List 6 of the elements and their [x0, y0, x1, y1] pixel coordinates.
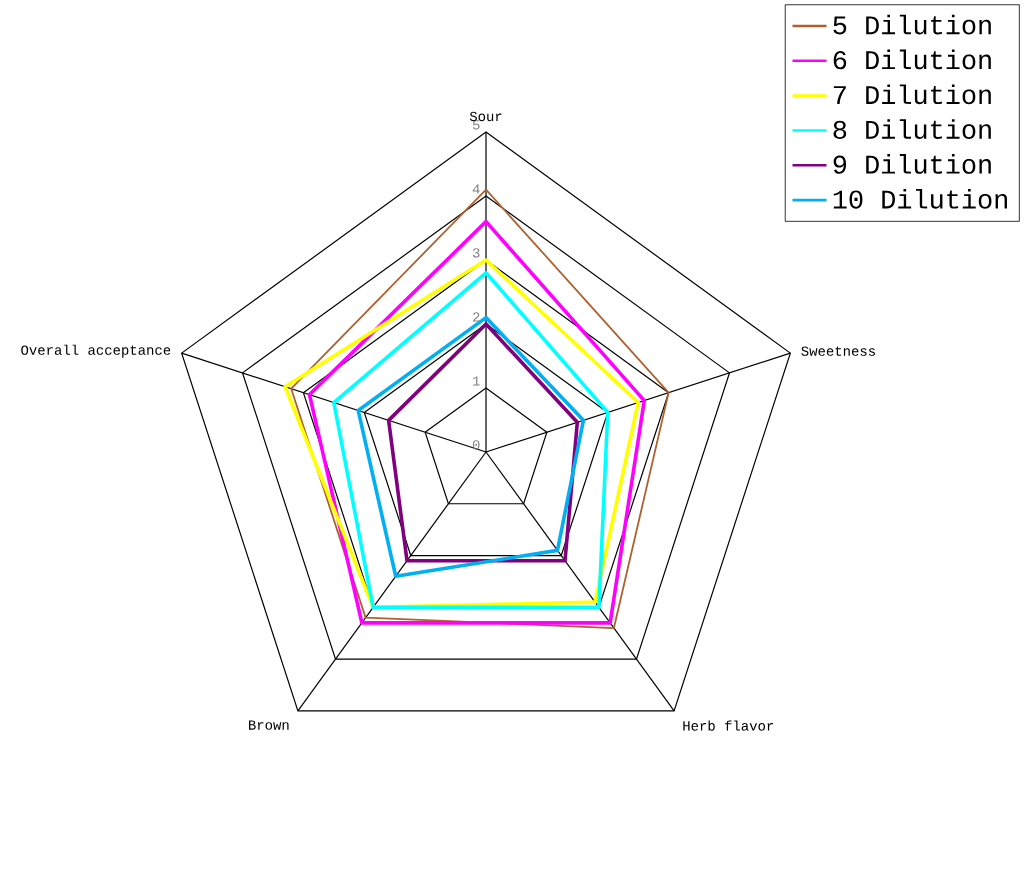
- legend-label: 5 Dilution: [833, 14, 991, 35]
- legend-label: 8 Dilution: [833, 119, 991, 139]
- legend-label: 6 Dilution: [833, 49, 991, 70]
- legend-label: 7 Dilution: [833, 84, 991, 105]
- legend-label: 10 Dilution: [833, 188, 1007, 209]
- legend-label: 9 Dilution: [833, 154, 991, 174]
